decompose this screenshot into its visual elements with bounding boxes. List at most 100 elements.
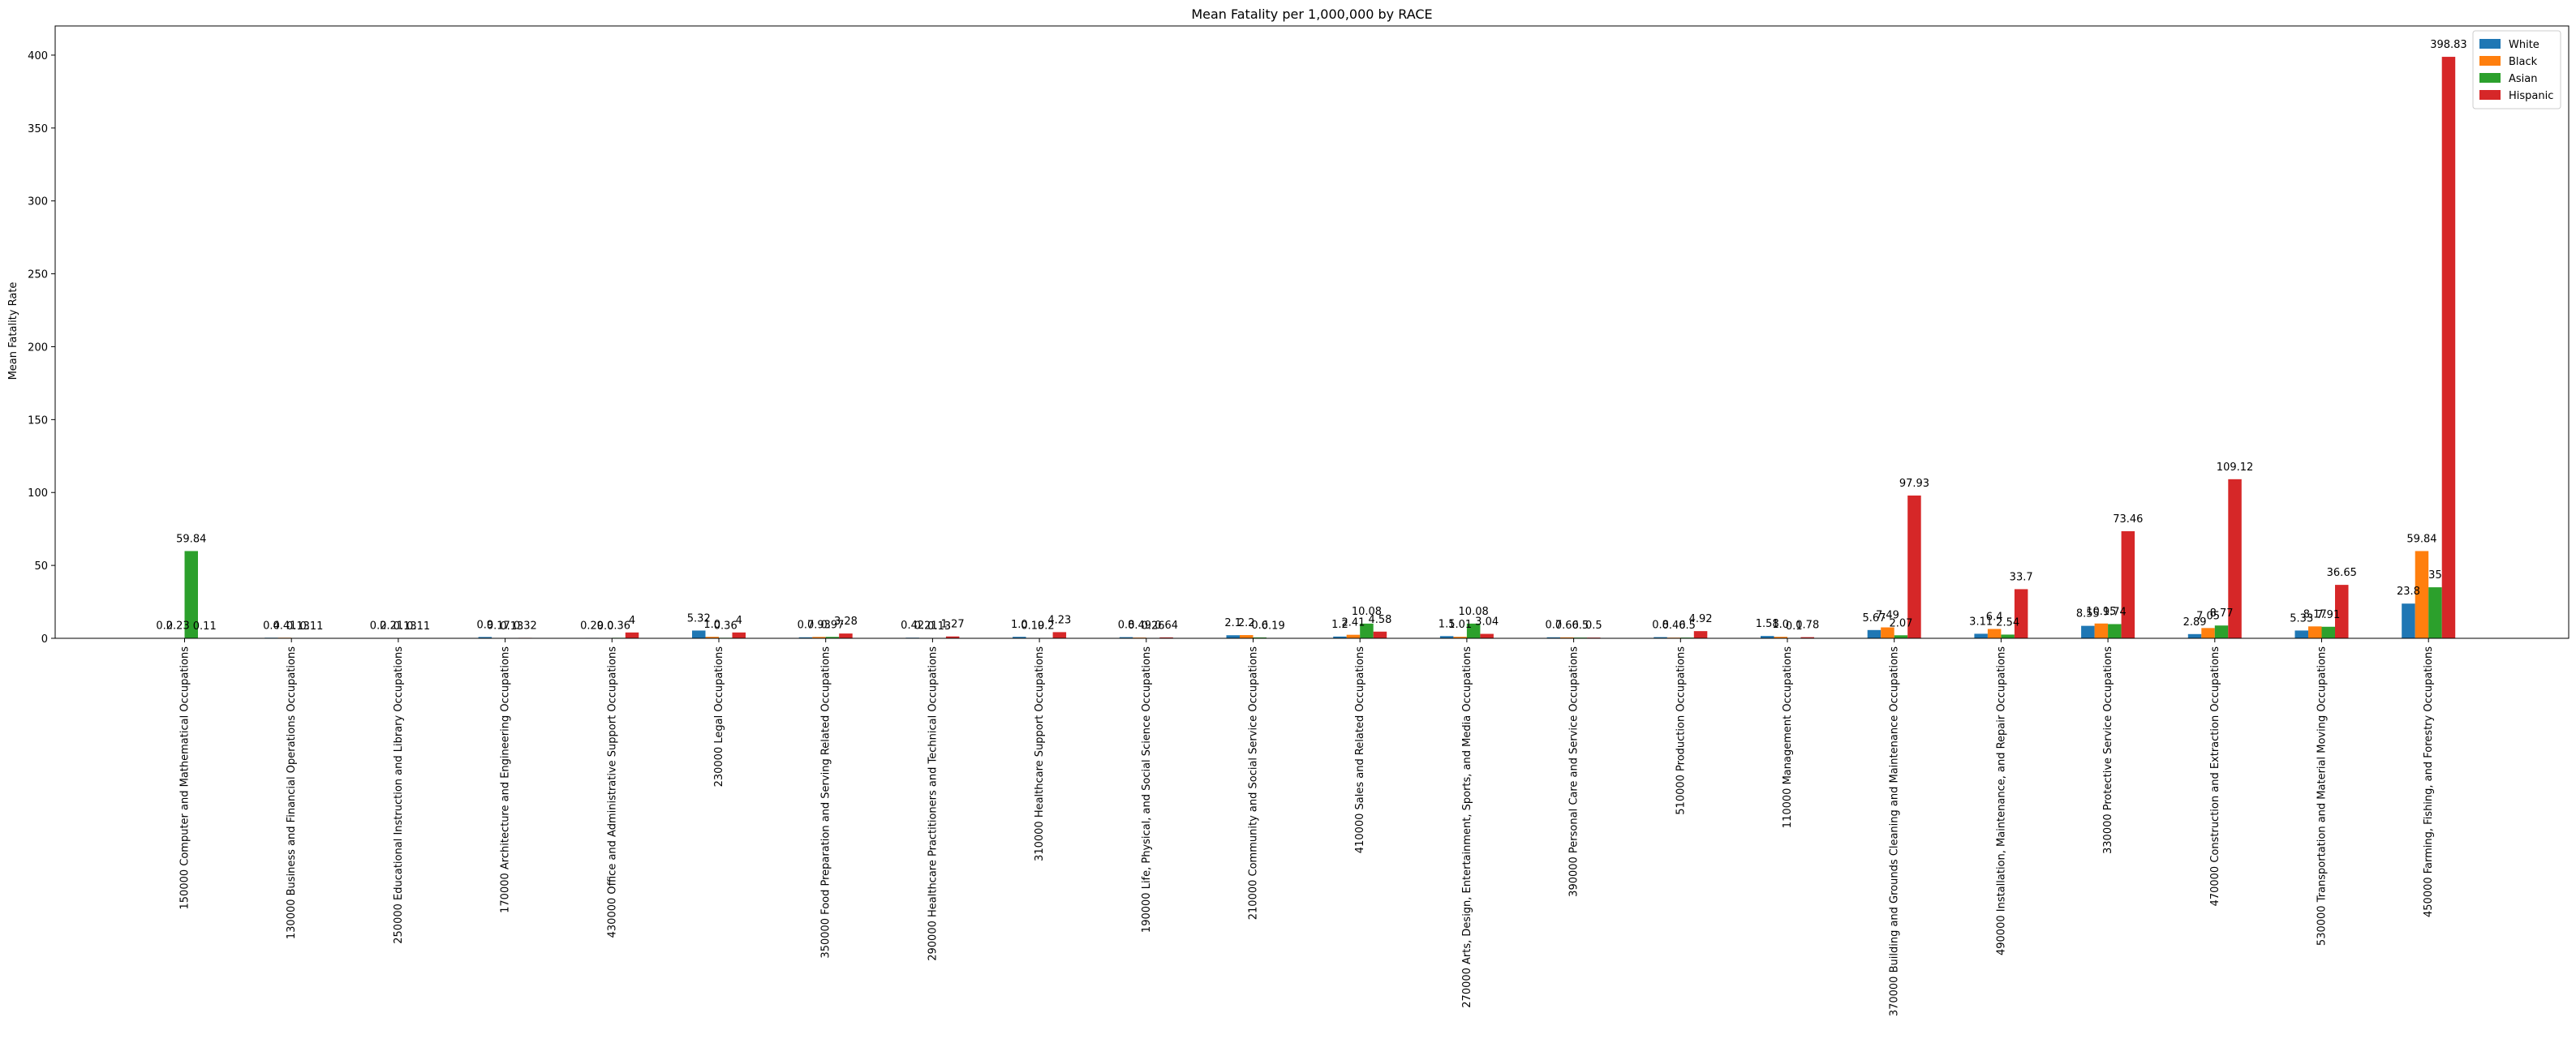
bar[interactable]: [1240, 635, 1254, 638]
bar[interactable]: [2322, 627, 2336, 638]
bar-value-label: 398.83: [2430, 39, 2467, 51]
x-tick-label: 310000 Healthcare Support Occupations: [1034, 646, 1046, 861]
x-tick-label: 230000 Legal Occupations: [713, 646, 725, 788]
bar[interactable]: [1894, 635, 1908, 638]
bar-value-label: 0.11: [299, 620, 323, 633]
x-tick-label: 250000 Educational Instruction and Libra…: [393, 646, 405, 944]
bar[interactable]: [2428, 587, 2442, 638]
bar-value-label: 0.11: [193, 620, 217, 633]
bar[interactable]: [2215, 625, 2229, 638]
x-tick-label: 270000 Arts, Design, Entertainment, Spor…: [1461, 646, 1473, 1008]
bar[interactable]: [2308, 626, 2322, 638]
legend-swatch: [2479, 39, 2501, 49]
x-tick-label: 450000 Farming, Fishing, and Forestry Oc…: [2423, 646, 2435, 917]
bar[interactable]: [1974, 633, 1988, 638]
x-tick-label: 190000 Life, Physical, and Social Scienc…: [1141, 646, 1153, 933]
bar-value-label: 1.27: [941, 619, 965, 631]
bar[interactable]: [1053, 632, 1067, 638]
x-tick-label: 490000 Installation, Maintenance, and Re…: [1995, 646, 2007, 955]
y-tick-label: 400: [28, 50, 48, 62]
bar[interactable]: [1227, 635, 1241, 638]
bar[interactable]: [2108, 624, 2122, 638]
bar-value-label: 35: [2428, 569, 2442, 582]
bar[interactable]: [1480, 634, 1494, 638]
bar-value-label: 4.23: [1047, 614, 1071, 626]
y-tick-label: 200: [28, 341, 48, 354]
bar[interactable]: [2295, 630, 2309, 638]
bar-value-label: 4: [629, 615, 635, 627]
bar-value-label: 109.12: [2217, 461, 2254, 474]
x-tick-label: 110000 Management Occupations: [1782, 646, 1794, 828]
bar-value-label: 0.23: [166, 620, 190, 633]
bar[interactable]: [692, 630, 706, 638]
x-tick-label: 470000 Construction and Extraction Occup…: [2209, 646, 2221, 907]
bar[interactable]: [1374, 632, 1387, 638]
legend-label: Black: [2509, 56, 2538, 68]
bar[interactable]: [1694, 631, 1708, 638]
y-tick-label: 50: [34, 560, 48, 573]
bar-value-label: 2.07: [1889, 617, 1912, 629]
y-axis-label: Mean Fatality Rate: [7, 282, 19, 380]
bar[interactable]: [2001, 634, 2015, 638]
bar[interactable]: [2442, 57, 2456, 638]
y-tick-label: 100: [28, 487, 48, 500]
legend-label: Hispanic: [2509, 90, 2553, 102]
bar[interactable]: [2122, 531, 2135, 638]
x-tick-label: 130000 Business and Financial Operations…: [286, 646, 298, 939]
x-tick-label: 290000 Healthcare Practitioners and Tech…: [927, 646, 939, 961]
bar[interactable]: [2095, 624, 2109, 638]
bar-value-label: 4: [736, 615, 742, 627]
bar-value-label: 59.84: [2406, 533, 2436, 545]
legend-label: White: [2509, 39, 2539, 51]
y-tick-label: 250: [28, 269, 48, 281]
bar[interactable]: [2081, 626, 2095, 638]
bar-value-label: 0.78: [1795, 620, 1819, 632]
bar-value-label: 8.77: [2210, 607, 2234, 620]
legend-swatch: [2479, 73, 2501, 83]
x-tick-label: 530000 Transportation and Material Movin…: [2316, 646, 2329, 946]
chart-title: Mean Fatality per 1,000,000 by RACE: [1191, 6, 1432, 22]
bar-value-label: 9.74: [2103, 606, 2127, 618]
y-tick-label: 0: [41, 633, 48, 646]
x-tick-label: 370000 Building and Grounds Cleaning and…: [1889, 646, 1901, 1016]
bar[interactable]: [2015, 589, 2028, 638]
bar-value-label: 0.11: [406, 620, 430, 633]
bar-value-label: 7.91: [2316, 609, 2340, 621]
bar[interactable]: [2188, 634, 2202, 638]
bar-value-label: 0.36: [607, 620, 630, 632]
bar-value-label: 3.04: [1475, 616, 1499, 629]
x-tick-label: 390000 Personal Care and Service Occupat…: [1568, 646, 1580, 897]
bar-value-label: 0.5: [1585, 620, 1602, 632]
bar-value-label: 4.92: [1689, 613, 1713, 625]
bar[interactable]: [733, 633, 746, 638]
bar[interactable]: [839, 633, 853, 638]
x-tick-label: 170000 Architecture and Engineering Occu…: [500, 646, 512, 913]
y-tick-label: 300: [28, 196, 48, 208]
x-tick-label: 430000 Office and Administrative Support…: [606, 646, 618, 938]
bar-value-label: 0.19: [1262, 620, 1285, 633]
bar-value-label: 23.8: [2397, 586, 2420, 598]
x-tick-label: 150000 Computer and Mathematical Occupat…: [179, 646, 191, 910]
bar[interactable]: [1347, 635, 1361, 638]
bar-value-label: 2.54: [1996, 616, 2019, 629]
bar-value-label: 0.32: [514, 620, 537, 632]
y-tick-label: 150: [28, 414, 48, 427]
bar-value-label: 4.58: [1368, 614, 1391, 626]
y-tick-label: 350: [28, 123, 48, 135]
bar-value-label: 97.93: [1899, 478, 1929, 490]
bar[interactable]: [1868, 630, 1881, 638]
bar[interactable]: [2201, 628, 2215, 638]
bar[interactable]: [2402, 603, 2415, 638]
bar-value-label: 33.7: [2010, 571, 2033, 583]
bar[interactable]: [626, 633, 639, 638]
bar-value-label: 73.46: [2113, 513, 2143, 526]
legend-swatch: [2479, 90, 2501, 100]
bar-value-label: 3.28: [834, 616, 858, 628]
bar-value-label: 1.01: [1448, 619, 1472, 631]
bar[interactable]: [1988, 629, 2002, 638]
legend-swatch: [2479, 56, 2501, 66]
x-tick-label: 510000 Production Occupations: [1675, 646, 1687, 815]
